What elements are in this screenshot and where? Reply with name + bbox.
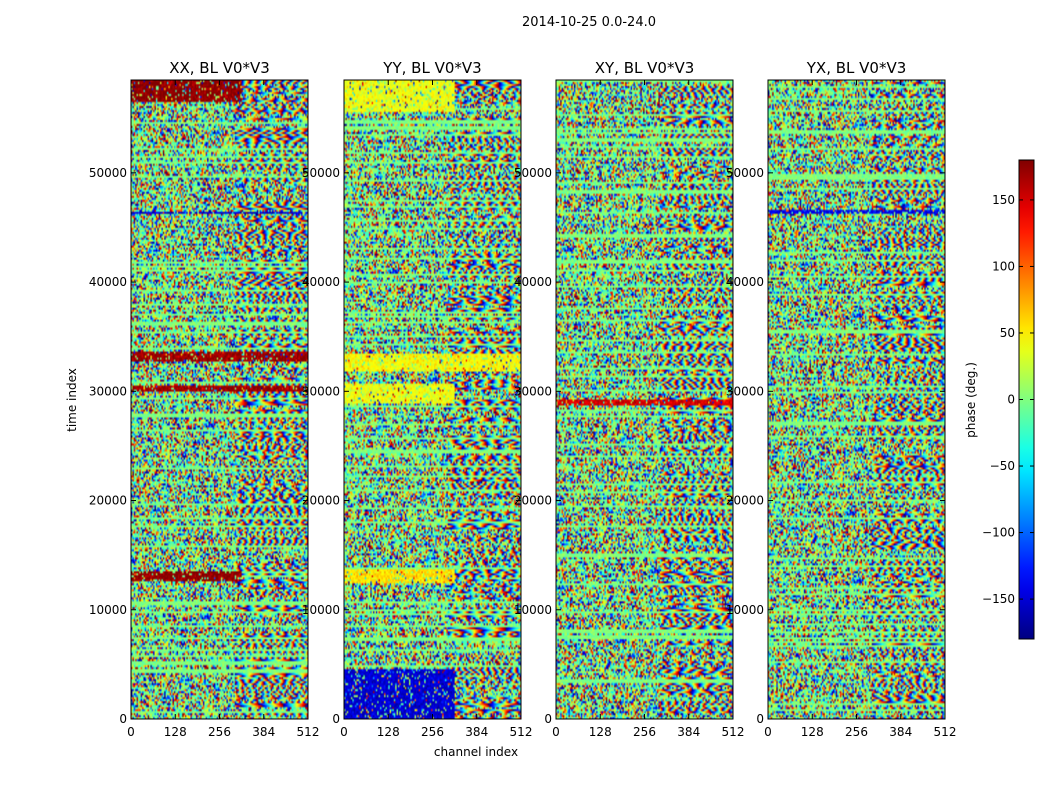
y-tick-label: 30000 [302,384,340,398]
panels: XX, BL V0*V3 0 128 256 384 512 0 10000 20000 3000… [89,59,957,739]
y-tick-label: 20000 [514,494,552,508]
x-axis-label: channel index [434,745,518,759]
y-tick-label: 10000 [726,603,764,617]
y-tick-label: 20000 [726,494,764,508]
y-tick-label: 20000 [89,494,127,508]
colorbar-tick-label: 150 [992,193,1015,207]
y-tick-label: 0 [544,712,552,726]
x-tick-label: 384 [677,725,700,739]
y-tick-label: 30000 [726,384,764,398]
y-tick-label: 0 [119,712,127,726]
y-tick-label: 10000 [514,603,552,617]
colorbar-tick-label: −100 [982,526,1015,540]
panel-3: XY, BL V0*V3 0 128 256 384 512 0 10000 20000 3000… [514,59,745,739]
heatmap-image [344,80,521,719]
y-axis-label: time index [65,368,79,432]
panel-4: YX, BL V0*V3 0 128 256 384 512 0 10000 20000 3000… [726,59,957,739]
panel-title: YY, BL V0*V3 [382,59,481,77]
x-tick-label: 256 [421,725,444,739]
x-tick-label: 512 [934,725,957,739]
y-tick-label: 0 [756,712,764,726]
y-tick-label: 40000 [89,275,127,289]
panel-1: XX, BL V0*V3 0 128 256 384 512 0 10000 20000 3000… [89,59,320,739]
x-tick-label: 128 [801,725,824,739]
y-tick-label: 50000 [726,166,764,180]
x-tick-label: 128 [164,725,187,739]
y-tick-label: 0 [332,712,340,726]
y-tick-label: 30000 [89,384,127,398]
y-tick-label: 40000 [726,275,764,289]
y-tick-label: 40000 [514,275,552,289]
colorbar-tick-label: 50 [1000,326,1015,340]
x-tick-label: 384 [889,725,912,739]
y-tick-label: 50000 [89,166,127,180]
x-tick-label: 256 [208,725,231,739]
colorbar-tick-label: 0 [1007,393,1015,407]
panel-title: XX, BL V0*V3 [169,59,270,77]
colorbar: −150 −100 −50 0 50 100 150 [982,159,1035,640]
x-tick-label: 256 [633,725,656,739]
colorbar-tick-label: −50 [990,459,1015,473]
x-tick-label: 0 [552,725,560,739]
x-tick-label: 0 [127,725,135,739]
x-tick-label: 512 [722,725,745,739]
x-tick-label: 256 [845,725,868,739]
x-tick-label: 128 [589,725,612,739]
y-tick-label: 50000 [302,166,340,180]
x-tick-label: 0 [764,725,772,739]
y-tick-label: 20000 [302,494,340,508]
x-tick-label: 384 [252,725,275,739]
figure-title: 2014-10-25 0.0-24.0 [522,15,656,30]
panel-2: YY, BL V0*V3 0 128 256 384 512 0 10000 20000 3000… [302,59,533,739]
x-tick-label: 384 [465,725,488,739]
heatmap-image [556,80,733,719]
colorbar-tick-label: −150 [982,592,1015,606]
panel-title: XY, BL V0*V3 [595,59,695,77]
heatmap-image [768,80,945,719]
heatmap-image [131,80,308,719]
colorbar-tick-label: 100 [992,259,1015,273]
y-tick-label: 10000 [302,603,340,617]
y-tick-label: 10000 [89,603,127,617]
panel-title: YX, BL V0*V3 [806,59,907,77]
x-tick-label: 128 [377,725,400,739]
y-tick-label: 30000 [514,384,552,398]
y-tick-label: 50000 [514,166,552,180]
x-tick-label: 512 [510,725,533,739]
colorbar-label: phase (deg.) [964,362,978,438]
x-tick-label: 512 [297,725,320,739]
x-tick-label: 0 [340,725,348,739]
y-tick-label: 40000 [302,275,340,289]
